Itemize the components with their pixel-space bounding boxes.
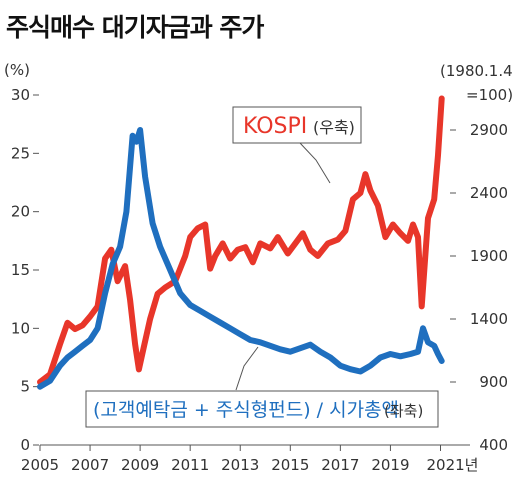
left-axis-ticks: 0 5 10 15 20 25 30	[11, 86, 39, 454]
left-tick-label: 25	[11, 144, 30, 162]
left-tick-label: 5	[20, 378, 30, 396]
ratio-label: (고객예탁금 + 주식형펀드) / 시가총액	[93, 399, 399, 421]
kospi-label-box	[232, 106, 362, 144]
x-tick-label: 2021년	[426, 456, 478, 474]
right-tick-label: 400	[479, 436, 508, 454]
x-tick-label: 2009	[121, 456, 159, 474]
left-tick-label: 10	[11, 319, 30, 337]
ratio-axis-note: (좌축)	[384, 402, 423, 420]
right-axis: (1980.1.4 =100) 400 900 1400 1900 2400 2900	[440, 62, 512, 454]
chart-title: 주식매수 대기자금과 주가	[6, 13, 264, 42]
left-axis: (%) 0 5 10 15 20 25 30	[4, 61, 39, 454]
left-axis-unit: (%)	[4, 61, 30, 79]
x-tick-label: 2005	[21, 456, 59, 474]
right-tick-label: 2400	[470, 184, 508, 202]
kospi-label: KOSPI	[243, 114, 307, 139]
x-tick-label: 2019	[371, 456, 409, 474]
ratio-leader-line	[235, 346, 259, 391]
left-tick-label: 20	[11, 203, 30, 221]
left-tick-label: 30	[11, 86, 30, 104]
right-tick-label: 1400	[470, 310, 508, 328]
x-axis-ticks: 2005 2007 2009 2011 2013 2015 2017 2019 2021년	[21, 445, 478, 474]
x-tick-label: 2011	[171, 456, 209, 474]
kospi-leader-line	[299, 142, 331, 184]
right-axis-unit-line2: =100)	[466, 86, 512, 104]
x-axis: 2005 2007 2009 2011 2013 2015 2017 2019 2021년	[21, 444, 478, 474]
right-tick-label: 900	[479, 373, 508, 391]
ratio-label-box	[85, 390, 439, 428]
kospi-annotation: KOSPI (우축)	[232, 106, 362, 184]
kospi-axis-note: (우축)	[313, 118, 355, 137]
x-tick-label: 2007	[71, 456, 109, 474]
right-tick-label: 2900	[470, 121, 508, 139]
right-axis-unit-line1: (1980.1.4	[440, 62, 512, 80]
ratio-annotation: (고객예탁금 + 주식형펀드) / 시가총액 (좌축)	[85, 346, 439, 428]
x-tick-label: 2013	[221, 456, 259, 474]
left-tick-label: 15	[11, 261, 30, 279]
x-tick-label: 2015	[271, 456, 309, 474]
series-layer	[37, 95, 445, 390]
right-axis-ticks: 400 900 1400 1900 2400 2900	[450, 121, 508, 454]
left-tick-label: 0	[20, 436, 30, 454]
ratio-series-line	[37, 127, 445, 390]
x-tick-label: 2017	[321, 456, 359, 474]
right-tick-label: 1900	[470, 247, 508, 265]
